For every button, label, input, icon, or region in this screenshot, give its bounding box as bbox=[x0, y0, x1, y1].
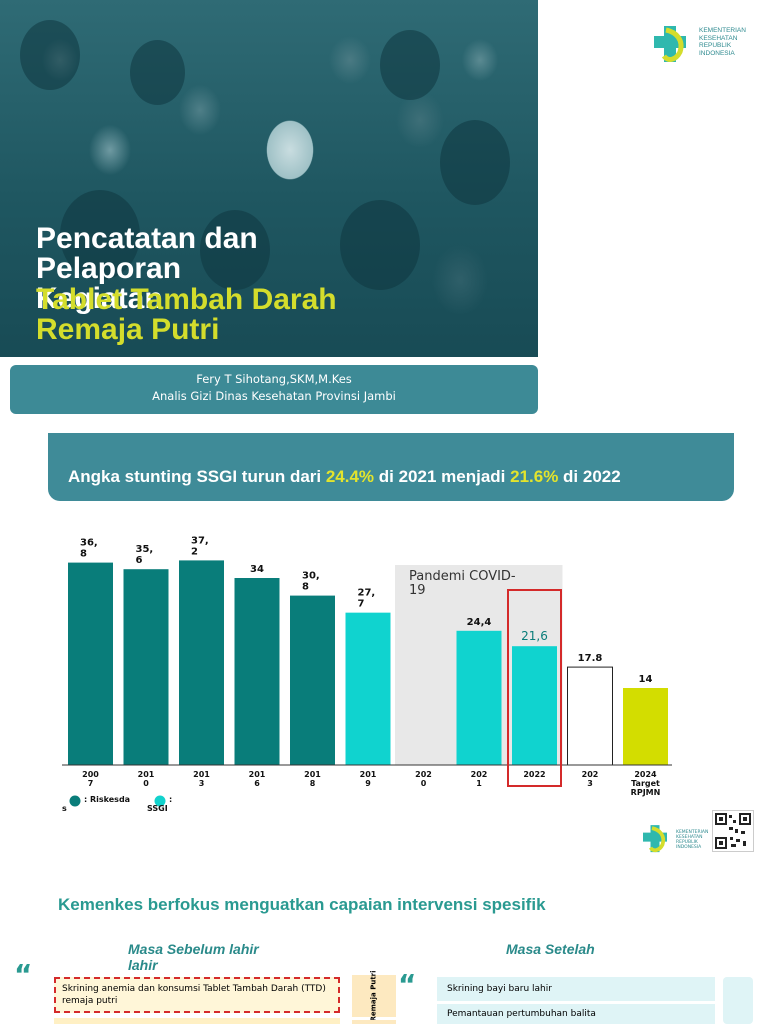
title-white: Pencatatan dan Pelaporan Kegiatan bbox=[36, 224, 456, 314]
pandemic-annotation: Pandemi COVID-19 bbox=[409, 569, 516, 598]
bar-2022 bbox=[512, 646, 557, 765]
data-label: 21,6 bbox=[521, 629, 548, 643]
hero-photo bbox=[0, 0, 538, 357]
logo-line: INDONESIA bbox=[699, 49, 735, 57]
bar-2023 bbox=[567, 666, 613, 766]
bar-2018 bbox=[290, 595, 335, 765]
masa-setelah-label: Masa Setelah bbox=[506, 941, 595, 957]
author-name: Fery T Sihotang,SKM,M.Kes bbox=[196, 372, 352, 386]
tick-label: 202 0 bbox=[415, 770, 432, 788]
data-label: 35, 6 bbox=[136, 544, 154, 566]
tag-strip bbox=[352, 1020, 396, 1024]
bar-2007 bbox=[68, 562, 113, 765]
tick-label: 202 1 bbox=[471, 770, 488, 788]
bar-2019 bbox=[345, 612, 391, 765]
tick-label: 201 6 bbox=[249, 770, 266, 788]
title-yellow: Tablet Tambah Darah Remaja Putri bbox=[36, 285, 516, 345]
skrining-bayi-item: Skrining bayi baru lahir bbox=[437, 977, 715, 1001]
data-label: 30, 8 bbox=[302, 571, 320, 593]
tick-label: 201 8 bbox=[304, 770, 321, 788]
kemenkes-logo-icon bbox=[654, 26, 686, 62]
data-label: 14 bbox=[639, 674, 653, 685]
logo-line: INDONESIA bbox=[676, 845, 702, 850]
banner-part: Angka stunting SSGI turun dari bbox=[68, 467, 326, 486]
title-line-3: Kegiatan bbox=[36, 282, 163, 315]
bar-2021 bbox=[456, 630, 502, 765]
title-line-2: Pelaporan bbox=[36, 252, 182, 285]
data-label: 17.8 bbox=[578, 653, 603, 664]
legend-dot bbox=[69, 795, 81, 807]
stunting-banner: Angka stunting SSGI turun dari 24.4% di … bbox=[48, 433, 734, 501]
logo-line: KEMENTERIAN bbox=[676, 830, 709, 835]
logo-text-small: KEMENTERIAN KESEHATAN REPUBLIK INDONESIA bbox=[676, 830, 708, 850]
data-label: 24,4 bbox=[467, 617, 492, 628]
banner-part: di 2021 menjadi bbox=[374, 467, 511, 486]
right-panel-edge bbox=[723, 977, 753, 1024]
highlight-box-2022 bbox=[507, 589, 562, 787]
tick-label: 201 3 bbox=[193, 770, 210, 788]
bar-2010 bbox=[123, 569, 169, 765]
yellow-strip bbox=[54, 1018, 340, 1024]
pemantauan-balita-item: Pemantauan pertumbuhan balita bbox=[437, 1004, 715, 1024]
legend-label: : Riskesda s bbox=[62, 795, 130, 813]
logo-line: KESEHATAN bbox=[699, 34, 738, 42]
remaja-putri-label: Remaja Putri bbox=[370, 970, 378, 1022]
banner-highlight: 24.4% bbox=[325, 467, 375, 486]
tick-label: 200 7 bbox=[82, 770, 99, 788]
bar-2016 bbox=[234, 578, 280, 765]
data-label: 37, 2 bbox=[191, 535, 209, 557]
skrining-anemia-box: Skrining anemia dan konsumsi Tablet Tamb… bbox=[54, 977, 340, 1013]
quote-mark-icon: “ bbox=[398, 968, 417, 1001]
title-yellow-line-2: Remaja Putri bbox=[36, 313, 220, 346]
legend-dot bbox=[154, 795, 166, 807]
tick-label: 2024 Target RPJMN bbox=[631, 770, 661, 797]
tick-label: 201 0 bbox=[138, 770, 155, 788]
intervention-title: Kemenkes berfokus menguatkan capaian int… bbox=[58, 895, 546, 914]
banner-part: di 2022 bbox=[558, 467, 621, 486]
bar-2024 bbox=[623, 688, 668, 765]
logo-line: KESEHATAN bbox=[676, 835, 703, 840]
legend-label: : SSGI bbox=[147, 795, 172, 813]
title-line-1: Pencatatan dan bbox=[36, 222, 258, 255]
data-label: 27, 7 bbox=[358, 588, 376, 610]
data-label: 34 bbox=[250, 564, 264, 575]
kemenkes-logo-small-icon bbox=[643, 825, 667, 853]
author-box: Fery T Sihotang,SKM,M.Kes Analis Gizi Di… bbox=[10, 365, 538, 414]
qr-code-icon bbox=[712, 810, 754, 852]
remaja-putri-tag: Remaja Putri bbox=[352, 970, 396, 1022]
banner-text: Angka stunting SSGI turun dari 24.4% di … bbox=[68, 467, 718, 487]
stunting-chart: Pandemi COVID-19 36, 8 200 7 35, 6 201 0 37, 2 201 3… bbox=[62, 535, 672, 813]
logo-line: REPUBLIK bbox=[676, 840, 698, 845]
tick-label: 2022 bbox=[523, 770, 545, 779]
title-yellow-line-1: Tablet Tambah Darah bbox=[36, 283, 337, 316]
bar-2013 bbox=[179, 560, 224, 765]
quote-mark-icon: “ bbox=[14, 958, 33, 991]
data-label: 36, 8 bbox=[80, 538, 98, 560]
logo-text: KEMENTERIAN KESEHATAN REPUBLIK INDONESIA bbox=[699, 27, 746, 57]
masa-sebelum-label: Masa Sebelum lahir lahir bbox=[128, 941, 259, 973]
author-role: Analis Gizi Dinas Kesehatan Provinsi Jam… bbox=[152, 389, 396, 403]
logo-line: REPUBLIK bbox=[699, 42, 732, 49]
tick-label: 201 9 bbox=[360, 770, 377, 788]
tick-label: 202 3 bbox=[582, 770, 599, 788]
logo-line: KEMENTERIAN bbox=[699, 27, 746, 34]
banner-highlight: 21.6% bbox=[510, 467, 559, 486]
